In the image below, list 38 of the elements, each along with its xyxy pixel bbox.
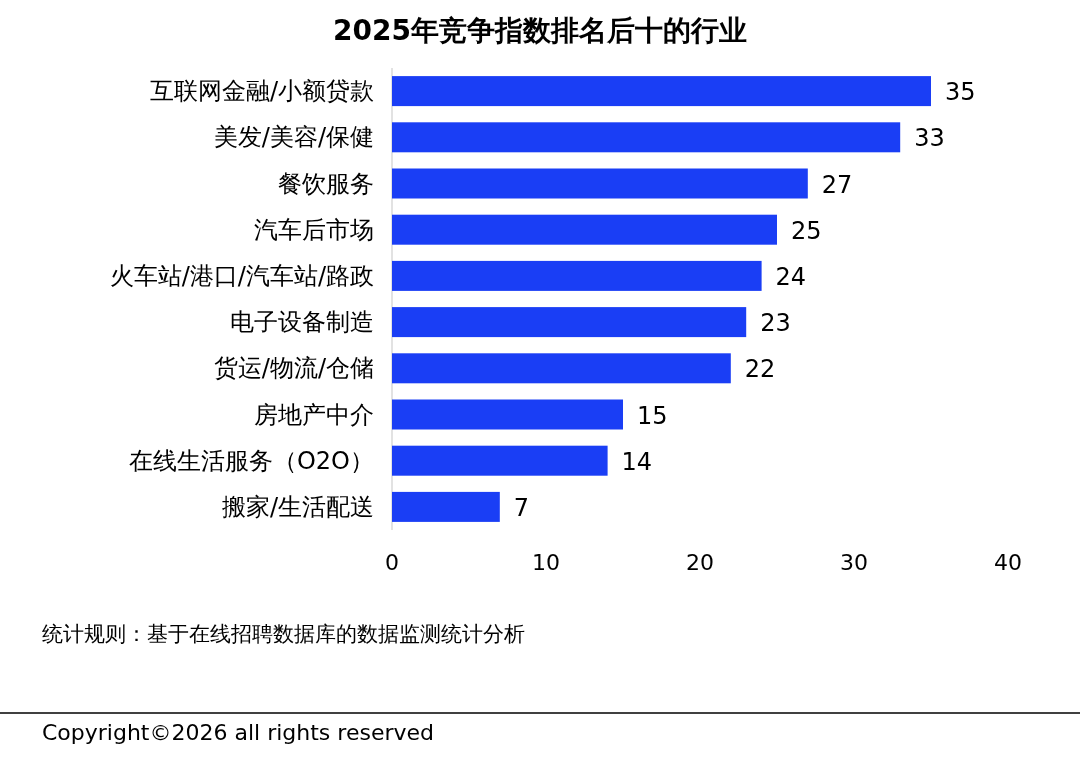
data-label: 33 — [914, 124, 945, 153]
data-label: 7 — [513, 493, 530, 522]
x-tick-label: 20 — [686, 550, 714, 575]
bar — [392, 353, 731, 384]
x-tick-label: 30 — [840, 550, 868, 575]
data-label: 35 — [945, 78, 976, 107]
y-tick-label: 火车站/港口/汽车站/路政 — [109, 261, 374, 290]
data-label: 23 — [760, 309, 791, 338]
bar — [392, 491, 500, 522]
bar — [392, 399, 623, 430]
data-label: 14 — [621, 447, 653, 476]
x-tick-label: 10 — [532, 550, 560, 575]
y-tick-label: 电子设备制造 — [230, 308, 374, 337]
x-tick-label: 0 — [385, 550, 399, 575]
bar — [392, 260, 762, 291]
x-tick-label: 40 — [994, 550, 1022, 575]
y-tick-label: 汽车后市场 — [254, 215, 374, 244]
bar — [392, 168, 808, 199]
bar — [392, 445, 608, 476]
y-tick-label: 搬家/生活配送 — [221, 492, 374, 521]
y-tick-label: 货运/物流/仓储 — [213, 354, 374, 383]
y-tick-label: 房地产中介 — [254, 400, 374, 429]
y-tick-label: 餐饮服务 — [278, 169, 374, 198]
data-label: 22 — [744, 355, 776, 384]
y-tick-label: 互联网金融/小额贷款 — [149, 77, 374, 106]
data-label: 15 — [637, 401, 668, 430]
text: Copyright©2026 all rights reserved — [42, 720, 434, 745]
y-tick-label: 美发/美容/保健 — [213, 123, 374, 152]
bar — [392, 76, 931, 107]
text: 统计规则：基于在线招聘数据库的数据监测统计分析 — [42, 622, 525, 646]
chart-title: 2025年竞争指数排名后十的行业 — [333, 14, 747, 47]
bar — [392, 307, 747, 338]
data-label: 25 — [791, 216, 822, 245]
data-label: 24 — [775, 262, 807, 291]
bar — [392, 122, 901, 153]
bar — [392, 214, 777, 245]
data-label: 27 — [821, 170, 853, 199]
y-tick-label: 在线生活服务（O2O） — [128, 446, 374, 475]
